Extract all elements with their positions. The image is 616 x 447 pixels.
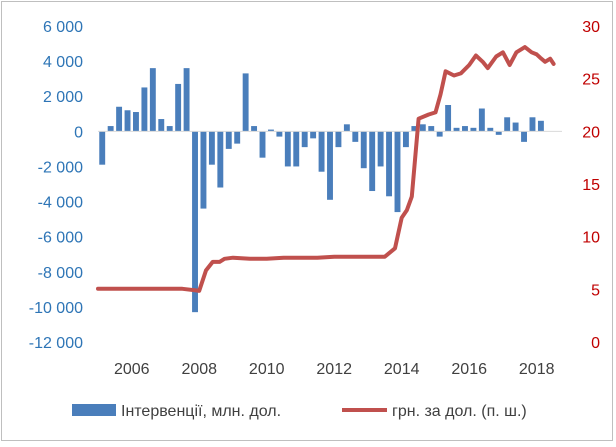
bar-intervention — [419, 124, 426, 132]
bar-intervention — [402, 131, 409, 148]
bar-intervention — [242, 73, 249, 132]
right-tick-label: 30 — [582, 19, 600, 36]
right-tick-label: 0 — [591, 335, 600, 352]
bars-layer — [99, 68, 544, 313]
chart-frame: 6 000 4 000 2 000 0 -2 000 -4 000 -6 000 -8 000… — [1, 1, 613, 441]
left-tick-label: -4 000 — [38, 195, 83, 212]
legend-label-line: грн. за дол. (п. ш.) — [392, 403, 527, 420]
bar-intervention — [99, 131, 106, 165]
bar-intervention — [352, 131, 359, 142]
chart-svg: 6 000 4 000 2 000 0 -2 000 -4 000 -6 000 -8 000… — [29, 19, 600, 420]
bar-intervention — [529, 117, 536, 132]
x-axis-ticks: 2006 2008 2010 2012 2014 2016 2018 — [114, 361, 555, 378]
left-tick-label: -12 000 — [29, 335, 83, 352]
bar-intervention — [504, 117, 511, 132]
x-tick-label: 2008 — [181, 361, 217, 378]
bar-intervention — [107, 126, 114, 132]
bar-intervention — [487, 127, 494, 132]
legend-label-bars: Інтервенції, млн. дол. — [121, 403, 281, 420]
right-tick-label: 15 — [582, 177, 600, 194]
bar-intervention — [369, 131, 376, 192]
bar-intervention — [478, 108, 485, 132]
bar-intervention — [133, 112, 139, 132]
bar-intervention — [192, 131, 198, 313]
bar-intervention — [116, 106, 123, 132]
bar-intervention — [284, 131, 291, 167]
bar-intervention — [267, 129, 274, 132]
bar-intervention — [521, 131, 527, 142]
bar-intervention — [301, 131, 308, 148]
left-tick-label: -2 000 — [38, 159, 83, 176]
line-exchange-rate — [96, 45, 556, 293]
bar-intervention — [445, 105, 452, 132]
x-tick-label: 2014 — [384, 361, 420, 378]
bar-intervention — [175, 83, 182, 132]
bar-intervention — [259, 131, 266, 158]
bar-intervention — [377, 131, 384, 167]
bar-intervention — [386, 131, 393, 197]
bar-intervention — [495, 131, 502, 135]
bar-intervention — [200, 131, 207, 209]
left-tick-label: 6 000 — [43, 19, 83, 36]
bar-intervention — [141, 87, 148, 132]
bar-intervention — [360, 131, 367, 169]
x-tick-label: 2018 — [519, 361, 555, 378]
bar-intervention — [225, 131, 232, 149]
right-tick-label: 10 — [582, 230, 600, 247]
bar-intervention — [428, 126, 435, 132]
bar-intervention — [217, 131, 224, 188]
bar-intervention — [462, 126, 468, 132]
legend: Інтервенції, млн. дол. грн. за дол. (п. … — [72, 403, 527, 420]
legend-swatch-bars — [72, 404, 116, 416]
bar-intervention — [318, 131, 325, 172]
bar-intervention — [166, 126, 173, 132]
left-axis-ticks: 6 000 4 000 2 000 0 -2 000 -4 000 -6 000 -8 000… — [29, 19, 83, 352]
left-tick-label: 4 000 — [43, 54, 83, 71]
bar-intervention — [470, 127, 477, 132]
x-tick-label: 2016 — [451, 361, 487, 378]
bar-intervention — [343, 124, 350, 132]
left-tick-label: -10 000 — [29, 300, 83, 317]
bar-intervention — [158, 119, 165, 132]
x-tick-label: 2006 — [114, 361, 150, 378]
bar-intervention — [234, 131, 241, 144]
bar-intervention — [183, 68, 190, 132]
x-tick-label: 2010 — [249, 361, 285, 378]
left-tick-label: -6 000 — [38, 230, 83, 247]
bar-intervention — [537, 120, 544, 132]
bar-intervention — [149, 68, 156, 132]
left-tick-label: 2 000 — [43, 89, 83, 106]
bar-intervention — [124, 110, 131, 132]
bar-intervention — [453, 127, 460, 132]
bar-intervention — [436, 131, 443, 137]
bar-intervention — [276, 131, 283, 137]
right-tick-label: 20 — [582, 124, 600, 141]
right-tick-label: 25 — [582, 72, 600, 89]
line-layer — [96, 45, 556, 293]
bar-intervention — [335, 131, 342, 148]
bar-intervention — [394, 131, 401, 213]
bar-intervention — [327, 131, 333, 200]
left-tick-label: 0 — [74, 124, 83, 141]
bar-intervention — [251, 126, 258, 132]
right-tick-label: 5 — [591, 282, 600, 299]
bar-intervention — [411, 126, 418, 132]
left-tick-label: -8 000 — [38, 265, 83, 282]
bar-intervention — [293, 131, 300, 167]
bar-intervention — [310, 131, 317, 139]
bar-intervention — [208, 131, 215, 165]
x-tick-label: 2012 — [316, 361, 352, 378]
bar-intervention — [512, 122, 519, 132]
right-axis-ticks: 30 25 20 15 10 5 0 — [582, 19, 600, 352]
